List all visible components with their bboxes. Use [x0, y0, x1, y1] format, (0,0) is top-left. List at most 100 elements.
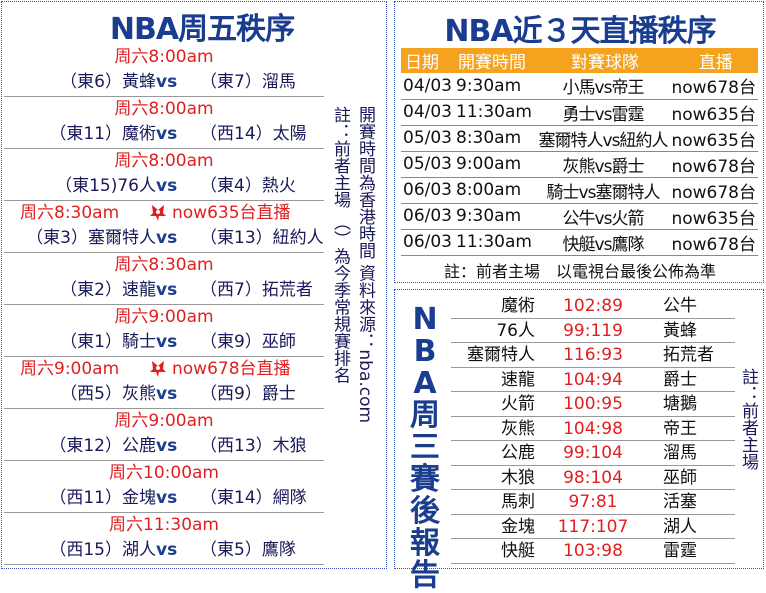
- home-team: （東11）魔術: [49, 124, 156, 144]
- result-away-team: 黃蜂: [663, 320, 697, 341]
- vs-label: vs: [156, 280, 178, 300]
- result-row: 馬刺 97:81 活塞: [451, 490, 735, 515]
- result-row: 76人 99:119 黃蜂: [451, 319, 735, 343]
- result-away-team: 公牛: [663, 296, 697, 316]
- result-score: 117:107: [557, 516, 629, 537]
- schedule-time: 8:30am: [454, 125, 537, 152]
- result-row: 火箭 100:95 塘鵝: [451, 392, 735, 417]
- vs-label: vs: [156, 124, 178, 144]
- game-row: 周六8:00am （東15)76人 vs （東4）熱火: [4, 149, 324, 201]
- schedule-date: 04/03: [401, 73, 454, 100]
- schedule-row: 06/03 8:00am 騎士vs塞爾特人 now678台: [401, 177, 758, 204]
- game-row: 周六9:00am （東1）騎士 vs （東9）巫師: [4, 305, 324, 357]
- result-score: 97:81: [568, 492, 618, 512]
- result-score: 99:104: [563, 443, 623, 463]
- games-list: 周六8:00am （東6）黃蜂 vs （東7）溜馬 周六8:00am （東11）魔術 vs （…: [4, 45, 324, 565]
- game-row: 周六11:30am （西15）湖人 vs （東5）鷹隊: [4, 513, 324, 565]
- result-away-team: 爵士: [663, 369, 697, 390]
- schedule-date: 06/03: [401, 203, 454, 230]
- schedule-row: 06/03 9:30am 公牛vs火箭 now635台: [401, 203, 758, 230]
- schedule-channel: now635台: [669, 99, 758, 126]
- result-home-team: 速龍: [501, 369, 535, 390]
- result-home-team: 灰熊: [501, 418, 535, 439]
- result-row: 魔術 102:89 公牛: [451, 294, 735, 319]
- result-row: 公鹿 99:104 溜馬: [451, 441, 735, 466]
- schedule-channel: now678台: [669, 229, 758, 256]
- vs-label: vs: [156, 72, 178, 92]
- schedule-time: 8:00am: [454, 177, 537, 204]
- result-score: 102:89: [563, 296, 623, 316]
- result-home-team: 金塊: [501, 516, 535, 537]
- game-row: 周六8:30am （東2）速龍 vs （西7）拓荒者: [4, 253, 324, 305]
- away-team: （東4）熱火: [200, 176, 296, 196]
- away-team: （東13）紐約人: [200, 228, 324, 248]
- schedule-row: 05/03 9:00am 灰熊vs爵士 now678台: [401, 151, 758, 178]
- result-score: 98:104: [563, 467, 623, 488]
- schedule-time: 9:30am: [454, 73, 537, 100]
- result-home-team: 火箭: [501, 394, 535, 414]
- away-team: （東7）溜馬: [200, 72, 296, 92]
- schedule-matchup: 小馬vs帝王: [536, 73, 670, 100]
- broadcast-table: 日期 開賽時間 對賽球隊 直播 04/03 9:30am 小馬vs帝王 now678台…: [401, 48, 758, 256]
- schedule-date: 06/03: [401, 177, 454, 204]
- schedule-date: 06/03: [401, 229, 454, 256]
- game-row: 周六9:00am （東12）公鹿 vs （西13）木狼: [4, 409, 324, 461]
- game-time: 周六9:00am: [114, 411, 214, 431]
- result-away-team: 活塞: [663, 492, 697, 512]
- result-row: 快艇 103:98 雷霆: [451, 539, 735, 564]
- game-time: 周六8:00am: [114, 47, 214, 67]
- schedule-matchup: 勇士vs雷霆: [536, 99, 670, 126]
- results-list: 魔術 102:89 公牛 76人 99:119 黃蜂 塞爾特人 116:93 拓荒者 速龍 104:…: [451, 294, 735, 564]
- result-score: 116:93: [563, 345, 623, 365]
- game-time: 周六8:30am: [114, 255, 214, 275]
- schedule-date: 04/03: [401, 99, 454, 126]
- friday-schedule-title: NBA周五秩序: [109, 12, 295, 47]
- result-row: 金塊 117:107 湖人: [451, 515, 735, 539]
- result-home-team: 塞爾特人: [467, 345, 535, 365]
- result-away-team: 溜馬: [663, 443, 697, 463]
- result-score: 103:98: [563, 541, 623, 561]
- result-home-team: 魔術: [501, 296, 535, 316]
- result-away-team: 巫師: [663, 467, 697, 488]
- schedule-time: 9:30am: [454, 203, 537, 230]
- result-row: 灰熊 104:98 帝王: [451, 417, 735, 441]
- result-away-team: 帝王: [663, 418, 697, 439]
- home-team: （東6）黃蜂: [60, 72, 156, 92]
- game-row: 周六8:00am （東11）魔術 vs （西14）太陽: [4, 97, 324, 149]
- vs-label: vs: [156, 384, 178, 404]
- broadcast-logo-icon: [150, 361, 166, 377]
- result-home-team: 76人: [496, 320, 535, 341]
- schedule-row: 06/03 11:30am 快艇vs鷹隊 now678台: [401, 229, 758, 256]
- schedule-date: 05/03: [401, 151, 454, 178]
- home-team: （東2）速龍: [60, 280, 156, 300]
- broadcast-schedule-panel: NBA近３天直播秩序 日期 開賽時間 對賽球隊 直播 04/03 9:30am 小馬…: [394, 1, 764, 283]
- away-team: （東5）鷹隊: [200, 540, 296, 560]
- schedule-time: 11:30am: [454, 99, 537, 126]
- away-team: （西14）太陽: [200, 124, 307, 144]
- vs-label: vs: [156, 228, 178, 248]
- home-team: （西11）金塊: [49, 488, 156, 508]
- home-team: （西5）灰熊: [60, 384, 156, 404]
- away-team: （西7）拓荒者: [200, 280, 313, 300]
- game-time: 周六11:30am: [109, 515, 219, 535]
- vs-label: vs: [156, 332, 178, 352]
- friday-schedule-panel: NBA周五秩序 周六8:00am （東6）黃蜂 vs （東7）溜馬 周六8:00am （東…: [1, 1, 387, 569]
- away-team: （東14）網隊: [200, 488, 307, 508]
- game-row: 周六8:30am now635台直播 （東3）塞爾特人 vs （東13）紐約人: [4, 201, 324, 253]
- result-score: 100:95: [563, 394, 623, 414]
- broadcast-schedule-title: NBA近３天直播秩序: [444, 14, 716, 49]
- result-row: 木狼 98:104 巫師: [451, 466, 735, 490]
- broadcast-channel: now678台直播: [172, 359, 291, 379]
- game-time: 周六8:30am: [20, 203, 120, 223]
- broadcast-note: 註：前者主場 以電視台最後公佈為準: [443, 262, 716, 281]
- schedule-time: 9:00am: [454, 151, 537, 178]
- result-score: 99:119: [563, 320, 623, 341]
- home-team: （東12）公鹿: [49, 436, 156, 456]
- result-row: 速龍 104:94 爵士: [451, 368, 735, 392]
- vs-label: vs: [156, 540, 178, 560]
- game-row: 周六9:00am now678台直播 （西5）灰熊 vs （西9）爵士: [4, 357, 324, 409]
- game-time: 周六8:00am: [114, 99, 214, 119]
- broadcast-channel: now635台直播: [172, 203, 291, 223]
